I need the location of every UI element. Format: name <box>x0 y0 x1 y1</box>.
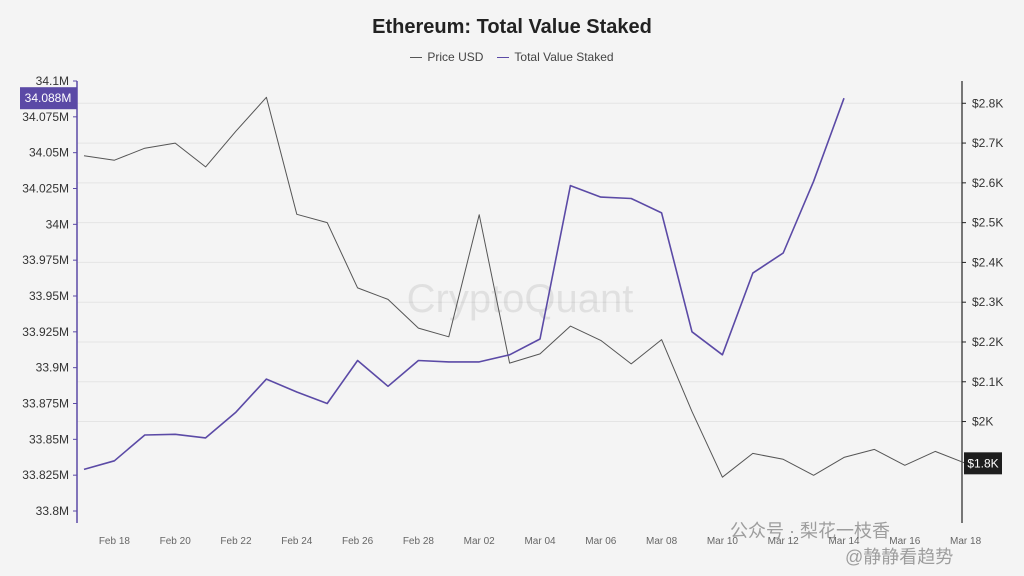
x-tick-label: Mar 02 <box>464 536 496 547</box>
legend-swatch-price <box>410 56 423 58</box>
chart-legend: Price USD Total Value Staked <box>0 50 1024 64</box>
right-value-marker-label: $1.8K <box>967 456 998 470</box>
x-tick-label: Mar 08 <box>646 536 678 547</box>
right-value-marker <box>964 452 1002 475</box>
left-tick-label: 33.95M <box>29 289 69 303</box>
right-tick-label: $2.4K <box>972 255 1003 269</box>
right-tick-label: $2K <box>972 415 993 429</box>
x-tick-label: Feb 24 <box>281 536 313 547</box>
left-tick-label: 34.05M <box>29 146 69 160</box>
right-tick-label: $2.6K <box>972 176 1003 190</box>
left-tick-label: 34.025M <box>22 182 69 196</box>
left-tick-label: 33.85M <box>29 432 69 446</box>
left-tick-label: 33.875M <box>22 397 69 411</box>
left-tick-label: 34.075M <box>22 110 69 124</box>
series-line-price <box>83 96 966 478</box>
x-tick-label: Mar 16 <box>889 536 921 547</box>
right-tick-label: $2.2K <box>972 335 1003 349</box>
x-tick-label: Feb 20 <box>160 536 192 547</box>
x-tick-label: Mar 04 <box>524 536 556 547</box>
watermark-text: CryptoQuant <box>407 277 634 321</box>
right-tick-label: $2.7K <box>972 136 1003 150</box>
legend-item-price[interactable]: Price USD <box>410 50 483 64</box>
x-tick-label: Feb 22 <box>220 536 252 547</box>
left-value-marker <box>20 87 77 110</box>
left-tick-label: 33.8M <box>36 504 69 518</box>
x-tick-label: Feb 18 <box>99 536 131 547</box>
left-value-marker-label: 34.088M <box>25 91 72 105</box>
right-tick-label: $2.8K <box>972 96 1003 110</box>
x-tick-label: Mar 10 <box>707 536 739 547</box>
legend-label-price: Price USD <box>427 50 484 64</box>
right-tick-label: $2.3K <box>972 295 1003 309</box>
x-tick-label: Mar 12 <box>768 536 800 547</box>
x-tick-label: Feb 26 <box>342 536 374 547</box>
overlay-wechat-text: 公众号 · 梨花一枝香 <box>730 521 890 541</box>
left-tick-label: 33.975M <box>22 253 69 267</box>
x-tick-label: Mar 18 <box>950 536 982 547</box>
left-tick-label: 34.1M <box>36 74 69 88</box>
right-tick-label: $2.5K <box>972 216 1003 230</box>
left-tick-label: 33.825M <box>22 468 69 482</box>
legend-label-staked: Total Value Staked <box>514 50 614 64</box>
overlay-weibo-text: @静静看趋势 <box>845 547 953 567</box>
left-tick-label: 34M <box>46 217 69 231</box>
right-tick-label: $2.1K <box>972 375 1003 389</box>
legend-item-staked[interactable]: Total Value Staked <box>497 50 614 64</box>
legend-swatch-staked <box>497 56 510 58</box>
x-tick-label: Mar 06 <box>585 536 617 547</box>
left-tick-label: 33.9M <box>36 361 69 375</box>
series-line-staked <box>83 97 845 471</box>
x-tick-label: Feb 28 <box>403 536 435 547</box>
left-tick-label: 33.925M <box>22 325 69 339</box>
chart-title: Ethereum: Total Value Staked <box>372 16 652 38</box>
x-tick-label: Mar 14 <box>828 536 860 547</box>
